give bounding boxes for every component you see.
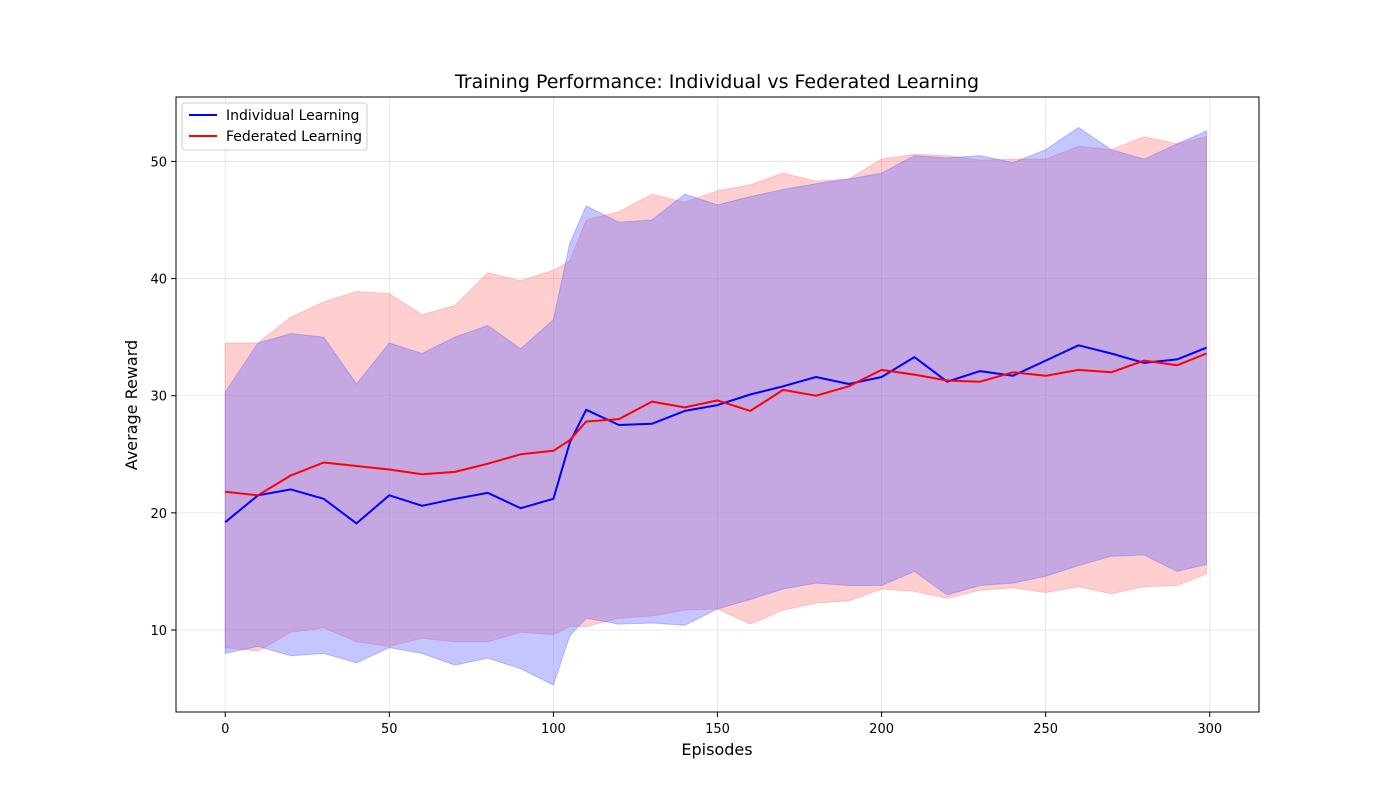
legend-label-individual: Individual Learning [226, 108, 359, 124]
y-tick-label: 50 [150, 155, 167, 170]
x-axis-title: Episodes [681, 740, 752, 759]
legend-box [181, 102, 368, 151]
legend: Individual Learning Federated Learning [181, 102, 368, 151]
series-lines [224, 344, 1207, 525]
x-tick-label: 100 [541, 722, 566, 737]
legend-label-federated: Federated Learning [226, 129, 362, 145]
band-federated [224, 136, 1207, 652]
y-tick-label: 40 [150, 273, 167, 288]
x-tick-label: 50 [381, 722, 398, 737]
y-axis-title: Average Reward [122, 340, 141, 470]
axis-ticks: 0 50 100 150 200 250 300 10 20 30 40 50 [150, 155, 1222, 737]
x-tick-label: 0 [221, 722, 229, 737]
y-tick-label: 30 [150, 390, 167, 405]
y-tick-label: 10 [150, 624, 167, 639]
y-tick-label: 20 [150, 507, 167, 522]
x-tick-label: 300 [1197, 722, 1222, 737]
grid-lines [176, 97, 1259, 712]
x-tick-label: 250 [1033, 722, 1058, 737]
chart-title: Training Performance: Individual vs Fede… [454, 71, 979, 93]
x-tick-label: 200 [869, 722, 894, 737]
line-federated [225, 352, 1207, 497]
x-tick-label: 150 [705, 722, 730, 737]
line-individual [224, 344, 1207, 525]
